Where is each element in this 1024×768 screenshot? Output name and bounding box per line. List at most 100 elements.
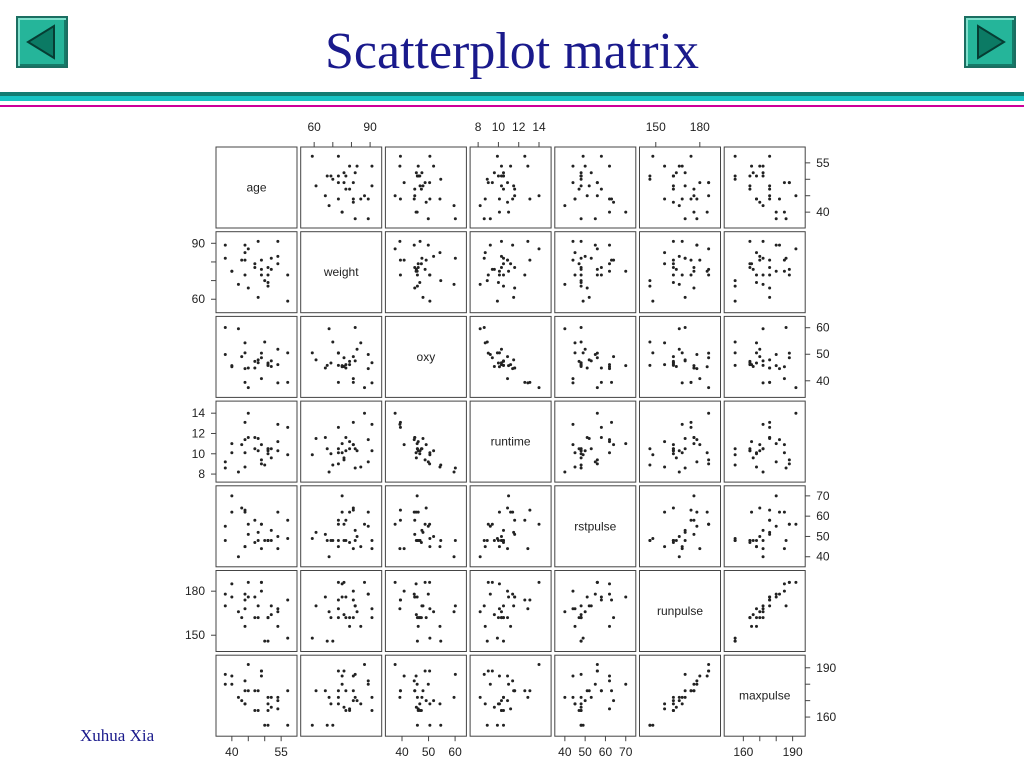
data-point xyxy=(589,695,593,699)
data-point xyxy=(587,437,591,441)
data-point xyxy=(363,386,367,390)
data-point xyxy=(351,181,355,185)
data-point xyxy=(509,624,513,628)
data-point xyxy=(323,595,327,599)
data-point xyxy=(336,695,340,699)
data-point xyxy=(563,695,567,699)
data-point xyxy=(253,262,257,266)
tick-label: 190 xyxy=(783,745,803,759)
data-point xyxy=(428,607,432,611)
data-point xyxy=(428,197,432,201)
data-point xyxy=(754,545,758,549)
data-point xyxy=(768,595,772,599)
data-point xyxy=(420,528,424,532)
panel-frame xyxy=(639,315,721,398)
data-point xyxy=(351,443,355,447)
data-point xyxy=(774,269,778,273)
data-point xyxy=(246,522,250,526)
data-point xyxy=(453,604,457,608)
data-point xyxy=(342,522,346,526)
data-point xyxy=(648,463,652,467)
data-point xyxy=(787,580,791,584)
panel-frame xyxy=(639,146,721,229)
data-point xyxy=(571,443,575,447)
data-point xyxy=(501,284,505,288)
data-point xyxy=(428,522,432,526)
data-point xyxy=(486,351,490,355)
panel-frame xyxy=(300,570,383,652)
data-point xyxy=(671,239,675,243)
data-point xyxy=(671,258,675,262)
data-point xyxy=(683,256,687,260)
data-point xyxy=(402,443,406,447)
data-point xyxy=(748,174,752,178)
data-point xyxy=(680,351,684,355)
data-point xyxy=(692,194,696,198)
panel-frame xyxy=(215,231,298,314)
data-point xyxy=(624,364,628,368)
data-point xyxy=(595,356,599,360)
data-point xyxy=(243,702,247,706)
data-point xyxy=(416,266,420,270)
data-point xyxy=(513,286,517,290)
panel-frame xyxy=(469,400,552,483)
data-point xyxy=(579,702,583,706)
data-point xyxy=(707,194,711,198)
data-point xyxy=(246,386,250,390)
data-point xyxy=(663,341,667,345)
data-point xyxy=(286,723,290,727)
data-point xyxy=(370,422,374,426)
data-point xyxy=(599,154,603,158)
data-point xyxy=(784,325,788,329)
data-point xyxy=(583,164,587,168)
data-point xyxy=(415,494,419,498)
data-point xyxy=(223,466,227,470)
data-point xyxy=(577,262,581,266)
data-point xyxy=(499,708,503,712)
data-point xyxy=(599,598,603,602)
data-point xyxy=(680,702,684,706)
data-point xyxy=(612,616,616,620)
data-point xyxy=(243,341,247,345)
data-point xyxy=(263,639,267,643)
next-slide-button[interactable] xyxy=(964,16,1016,68)
data-point xyxy=(761,239,765,243)
data-point xyxy=(733,463,737,467)
data-point xyxy=(733,177,737,181)
data-point xyxy=(482,256,486,260)
data-point xyxy=(748,184,752,188)
data-point xyxy=(398,508,402,512)
data-point xyxy=(579,174,583,178)
data-point xyxy=(348,707,352,711)
previous-slide-button[interactable] xyxy=(16,16,68,68)
data-point xyxy=(286,536,290,540)
data-point xyxy=(754,197,758,201)
tick-label: 70 xyxy=(619,745,633,759)
data-point xyxy=(579,340,583,344)
data-point xyxy=(348,616,352,620)
data-point xyxy=(794,411,798,415)
data-point xyxy=(499,254,503,258)
data-point xyxy=(683,184,687,188)
data-point xyxy=(269,695,273,699)
data-point xyxy=(768,425,772,429)
panel-frame xyxy=(554,570,637,652)
data-point xyxy=(230,451,234,455)
data-point xyxy=(344,689,348,693)
tick-label: 150 xyxy=(646,120,666,134)
data-point xyxy=(612,443,616,447)
data-point xyxy=(768,420,772,424)
data-point xyxy=(415,723,419,727)
data-point xyxy=(351,547,355,551)
data-point xyxy=(651,723,655,727)
data-point xyxy=(419,187,423,191)
data-point xyxy=(230,595,234,599)
data-point xyxy=(707,386,711,390)
data-point xyxy=(342,181,346,185)
data-point xyxy=(424,258,428,262)
variable-label: runtime xyxy=(491,435,531,449)
data-point xyxy=(314,184,318,188)
data-point xyxy=(230,510,234,514)
data-point xyxy=(680,273,684,277)
data-point xyxy=(496,174,500,178)
